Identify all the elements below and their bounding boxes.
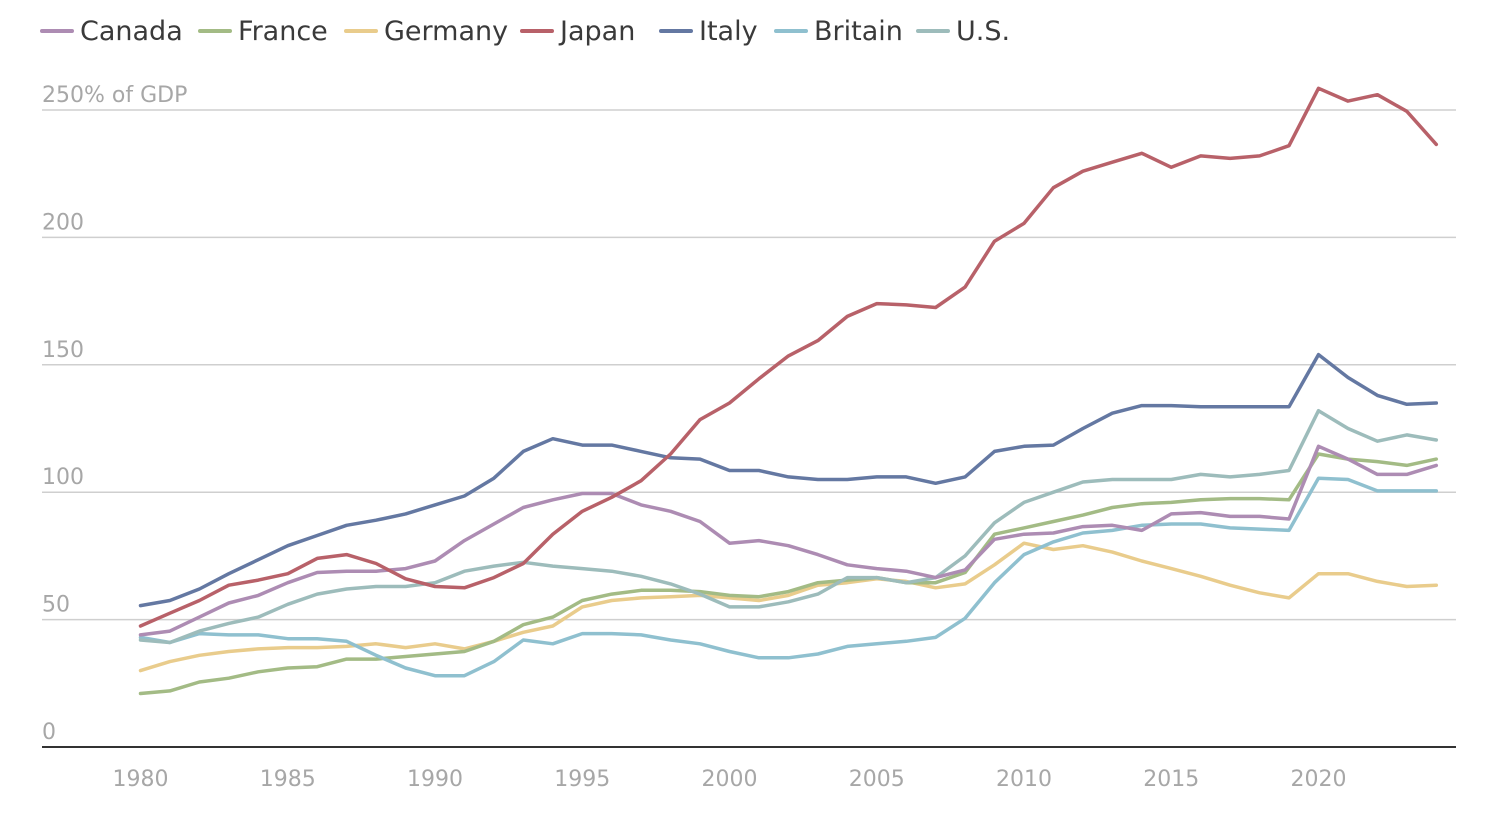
legend-label-germany: Germany [384, 16, 508, 47]
y-tick-label-100: 100 [42, 465, 84, 490]
x-tick-label-2010: 2010 [996, 767, 1052, 792]
x-tick-label-1985: 1985 [260, 767, 316, 792]
legend-item-france: France [198, 16, 328, 47]
series-line-germany [138, 541, 1439, 673]
series-line-britain [138, 476, 1439, 678]
y-tick-label-200: 200 [42, 210, 84, 235]
x-tick-label-2000: 2000 [702, 767, 758, 792]
y-tick-label-50: 50 [42, 593, 70, 618]
legend-item-canada: Canada [40, 16, 183, 47]
series-line-italy [138, 352, 1439, 608]
legend-item-britain: Britain [774, 16, 903, 47]
y-gridlines [42, 109, 1456, 621]
legend-label-britain: Britain [814, 16, 903, 47]
legend: Canada France Germany Japan Italy Britain U.S. [40, 16, 1010, 47]
legend-label-italy: Italy [699, 16, 758, 47]
y-tick-label-250: 250% of GDP [42, 83, 187, 108]
x-tick-label-2020: 2020 [1291, 767, 1347, 792]
legend-item-japan: Japan [520, 16, 635, 47]
series-line-japan [138, 86, 1439, 628]
series-line-canada [138, 444, 1439, 637]
legend-label-japan: Japan [558, 16, 635, 47]
legend-item-germany: Germany [344, 16, 508, 47]
y-tick-label-150: 150 [42, 338, 84, 363]
x-tick-label-1980: 1980 [113, 767, 169, 792]
legend-item-italy: Italy [659, 16, 758, 47]
x-tick-label-2015: 2015 [1143, 767, 1199, 792]
x-tick-label-1990: 1990 [407, 767, 463, 792]
series-line-us [138, 408, 1439, 645]
y-axis-tick-labels: 0 50 100 150 200 250% of GDP [42, 83, 187, 745]
series-line-france [138, 452, 1439, 696]
y-tick-label-0: 0 [42, 720, 56, 745]
legend-item-us: U.S. [916, 16, 1010, 47]
x-tick-label-2005: 2005 [849, 767, 905, 792]
legend-label-canada: Canada [80, 16, 183, 47]
legend-label-us: U.S. [956, 16, 1010, 47]
series-lines [138, 86, 1439, 696]
x-tick-label-1995: 1995 [554, 767, 610, 792]
legend-label-france: France [238, 16, 328, 47]
x-axis-tick-labels: 1980 1985 1990 1995 2000 2005 2010 2015 2020 [113, 767, 1347, 792]
